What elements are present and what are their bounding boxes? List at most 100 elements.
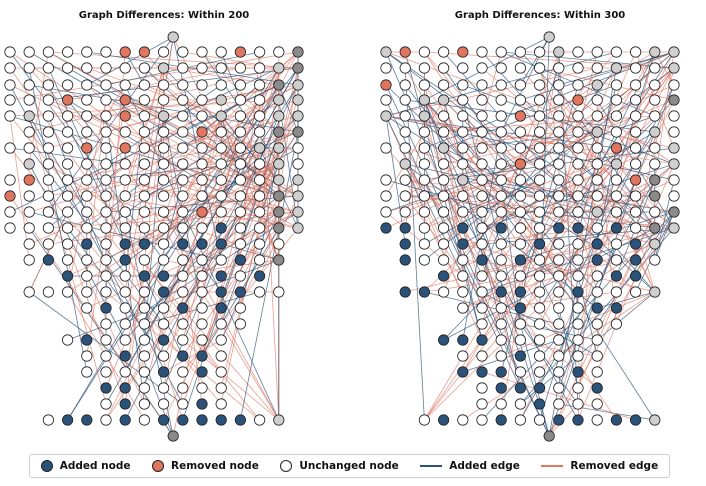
right-added-node xyxy=(533,398,546,410)
right-added-node xyxy=(399,238,411,250)
right-added-node xyxy=(437,334,450,346)
left-light-node xyxy=(273,110,285,122)
left-unchanged-node xyxy=(81,222,93,234)
right-unchanged-node xyxy=(572,46,584,58)
left-removed-edge xyxy=(48,147,299,197)
right-dark-node xyxy=(668,94,680,106)
right-unchanged-node xyxy=(591,142,603,154)
left-unchanged-node xyxy=(81,62,93,74)
right-unchanged-node xyxy=(533,350,546,362)
left-unchanged-node xyxy=(196,62,208,74)
right-added-edge xyxy=(405,99,655,133)
right-unchanged-node xyxy=(514,334,527,346)
left-unchanged-node xyxy=(138,414,150,426)
left-unchanged-node xyxy=(61,222,74,234)
right-unchanged-node xyxy=(553,190,565,202)
left-unchanged-node xyxy=(4,79,16,91)
right-unchanged-node xyxy=(572,318,584,330)
left-light-node xyxy=(273,142,285,154)
left-removed-edge xyxy=(163,339,222,373)
right-unchanged-node xyxy=(553,350,565,362)
right-light-node xyxy=(668,142,680,154)
right-unchanged-node xyxy=(476,62,488,74)
right-added-node xyxy=(591,382,603,394)
right-unchanged-node xyxy=(572,238,584,250)
right-unchanged-node xyxy=(553,254,565,266)
right-unchanged-node xyxy=(476,222,488,234)
right-light-node xyxy=(591,79,603,91)
right-unchanged-node xyxy=(591,398,603,410)
right-unchanged-node xyxy=(533,46,546,58)
right-unchanged-node xyxy=(418,222,430,234)
right-unchanged-node xyxy=(572,110,584,122)
right-unchanged-node xyxy=(495,158,507,170)
right-unchanged-node xyxy=(437,222,450,234)
left-removed-edge xyxy=(125,179,299,229)
left-light-node xyxy=(292,79,304,91)
left-added-edge xyxy=(278,84,299,133)
left-removed-edge xyxy=(9,115,30,261)
left-added-node xyxy=(81,238,93,250)
right-unchanged-node xyxy=(495,350,507,362)
right-added-node xyxy=(399,254,411,266)
legend-unchanged-node: Unchanged node xyxy=(280,460,399,472)
right-added-node xyxy=(457,222,469,234)
right-added-node xyxy=(572,366,584,378)
right-added-node xyxy=(380,222,392,234)
left-unchanged-node xyxy=(81,270,93,282)
right-added-node xyxy=(533,238,546,250)
right-light-node xyxy=(668,158,680,170)
right-added-edge xyxy=(404,163,598,309)
right-unchanged-node xyxy=(457,94,469,106)
left-unchanged-node xyxy=(254,190,266,202)
right-unchanged-node xyxy=(572,142,584,154)
right-added-edge xyxy=(462,131,656,245)
left-dark-node xyxy=(292,62,304,74)
left-added-edge xyxy=(220,84,280,197)
right-light-node xyxy=(668,222,680,234)
right-unchanged-node xyxy=(380,94,392,106)
left-added-edge xyxy=(9,84,184,405)
left-removed-node xyxy=(119,142,131,154)
right-unchanged-node xyxy=(495,238,507,250)
right-removed-edge xyxy=(635,227,656,293)
left-unchanged-node xyxy=(61,79,74,91)
left-unchanged-node xyxy=(196,318,208,330)
right-unchanged-node xyxy=(629,158,642,170)
left-unchanged-node xyxy=(4,46,16,58)
right-added-edge xyxy=(405,163,617,213)
right-removed-node xyxy=(629,174,642,186)
left-unchanged-node xyxy=(4,174,16,186)
left-dark-node xyxy=(273,126,285,138)
left-unchanged-node xyxy=(23,94,35,106)
graph-diagram xyxy=(4,31,680,442)
right-removed-edge xyxy=(443,51,617,245)
right-added-node xyxy=(437,270,450,282)
right-unchanged-node xyxy=(649,158,661,170)
left-added-node xyxy=(61,270,74,282)
right-unchanged-node xyxy=(476,94,488,106)
left-unchanged-node xyxy=(196,190,208,202)
left-unchanged-node xyxy=(23,62,35,74)
right-unchanged-node xyxy=(533,190,546,202)
right-unchanged-node xyxy=(437,254,450,266)
left-unchanged-node xyxy=(100,190,112,202)
right-unchanged-node xyxy=(649,94,661,106)
left-unchanged-node xyxy=(119,366,131,378)
right-unchanged-node xyxy=(629,190,642,202)
left-removed-edge xyxy=(220,147,280,245)
left-removed-node xyxy=(196,206,208,218)
right-unchanged-node xyxy=(418,142,430,154)
left-unchanged-node xyxy=(23,190,35,202)
right-added-edge xyxy=(520,51,598,133)
right-added-edge xyxy=(443,67,521,181)
right-unchanged-node xyxy=(572,190,584,202)
right-removed-edge xyxy=(481,259,502,325)
left-removed-edge xyxy=(105,99,279,181)
left-unchanged-node xyxy=(100,238,112,250)
left-unchanged-node xyxy=(100,222,112,234)
right-unchanged-node xyxy=(572,398,584,410)
left-removed-node xyxy=(119,110,131,122)
left-unchanged-node xyxy=(42,110,55,122)
left-dark-node xyxy=(273,190,285,202)
